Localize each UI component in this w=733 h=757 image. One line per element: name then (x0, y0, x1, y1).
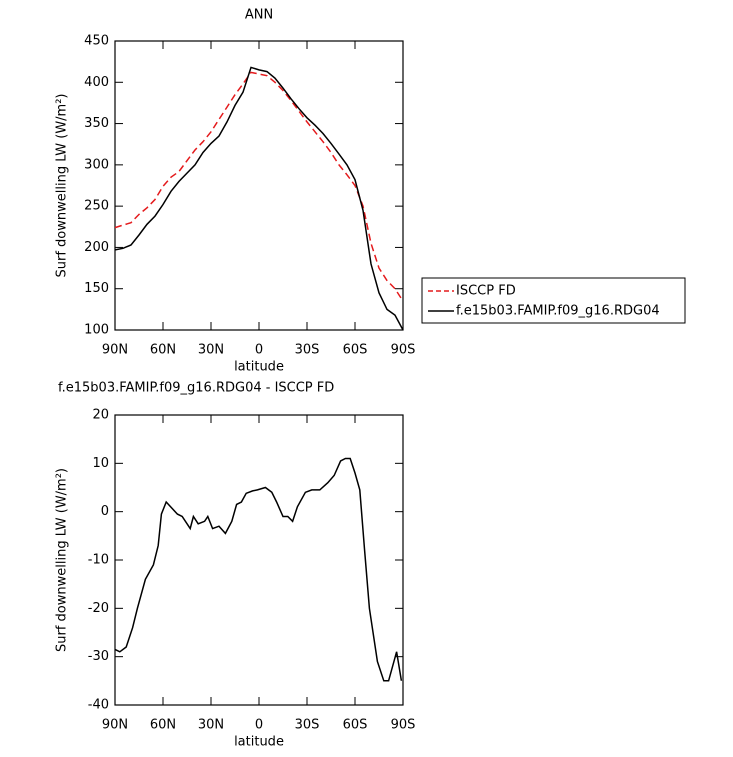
data-line (114, 66, 404, 331)
y-tick-label: -20 (88, 601, 109, 616)
x-tick-label: 30N (198, 343, 224, 358)
y-tick-label: 0 (101, 504, 109, 519)
x-tick-label: 90S (391, 718, 416, 733)
chart-title: ANN (245, 8, 273, 23)
plot-frame (114, 40, 404, 331)
legend-label: f.e15b03.FAMIP.f09_g16.RDG04 (456, 304, 660, 319)
y-tick-label: 350 (84, 116, 109, 131)
legend-box (421, 277, 686, 324)
x-tick-label: 60N (150, 343, 176, 358)
y-tick-label: 20 (92, 408, 109, 423)
x-tick-label: 0 (255, 343, 263, 358)
y-tick-label: -30 (88, 649, 109, 664)
y-axis-label: Surf downwelling LW (W/m²) (55, 468, 70, 652)
data-line (114, 71, 404, 302)
x-tick-label: 30S (295, 718, 320, 733)
x-tick-label: 30N (198, 718, 224, 733)
legend-label: ISCCP FD (456, 284, 516, 299)
y-tick-label: 100 (84, 323, 109, 338)
x-tick-label: 30S (295, 343, 320, 358)
x-tick-label: 0 (255, 718, 263, 733)
x-tick-label: 90N (102, 343, 128, 358)
x-tick-label: 60S (343, 343, 368, 358)
y-axis-label: Surf downwelling LW (W/m²) (55, 94, 70, 278)
y-tick-label: 400 (84, 75, 109, 90)
x-tick-label: 90S (391, 343, 416, 358)
y-tick-label: -40 (88, 698, 109, 713)
x-axis-label: latitude (234, 735, 284, 750)
y-tick-label: 200 (84, 240, 109, 255)
y-tick-label: 250 (84, 199, 109, 214)
y-tick-label: 10 (92, 456, 109, 471)
y-tick-label: -10 (88, 553, 109, 568)
chart-title: f.e15b03.FAMIP.f09_g16.RDG04 - ISCCP FD (58, 381, 334, 396)
x-axis-label: latitude (234, 360, 284, 375)
y-tick-label: 300 (84, 157, 109, 172)
data-line (114, 457, 403, 682)
plot-frame (114, 414, 404, 706)
y-tick-label: 150 (84, 281, 109, 296)
x-tick-label: 60N (150, 718, 176, 733)
x-tick-label: 90N (102, 718, 128, 733)
x-tick-label: 60S (343, 718, 368, 733)
y-tick-label: 450 (84, 34, 109, 49)
